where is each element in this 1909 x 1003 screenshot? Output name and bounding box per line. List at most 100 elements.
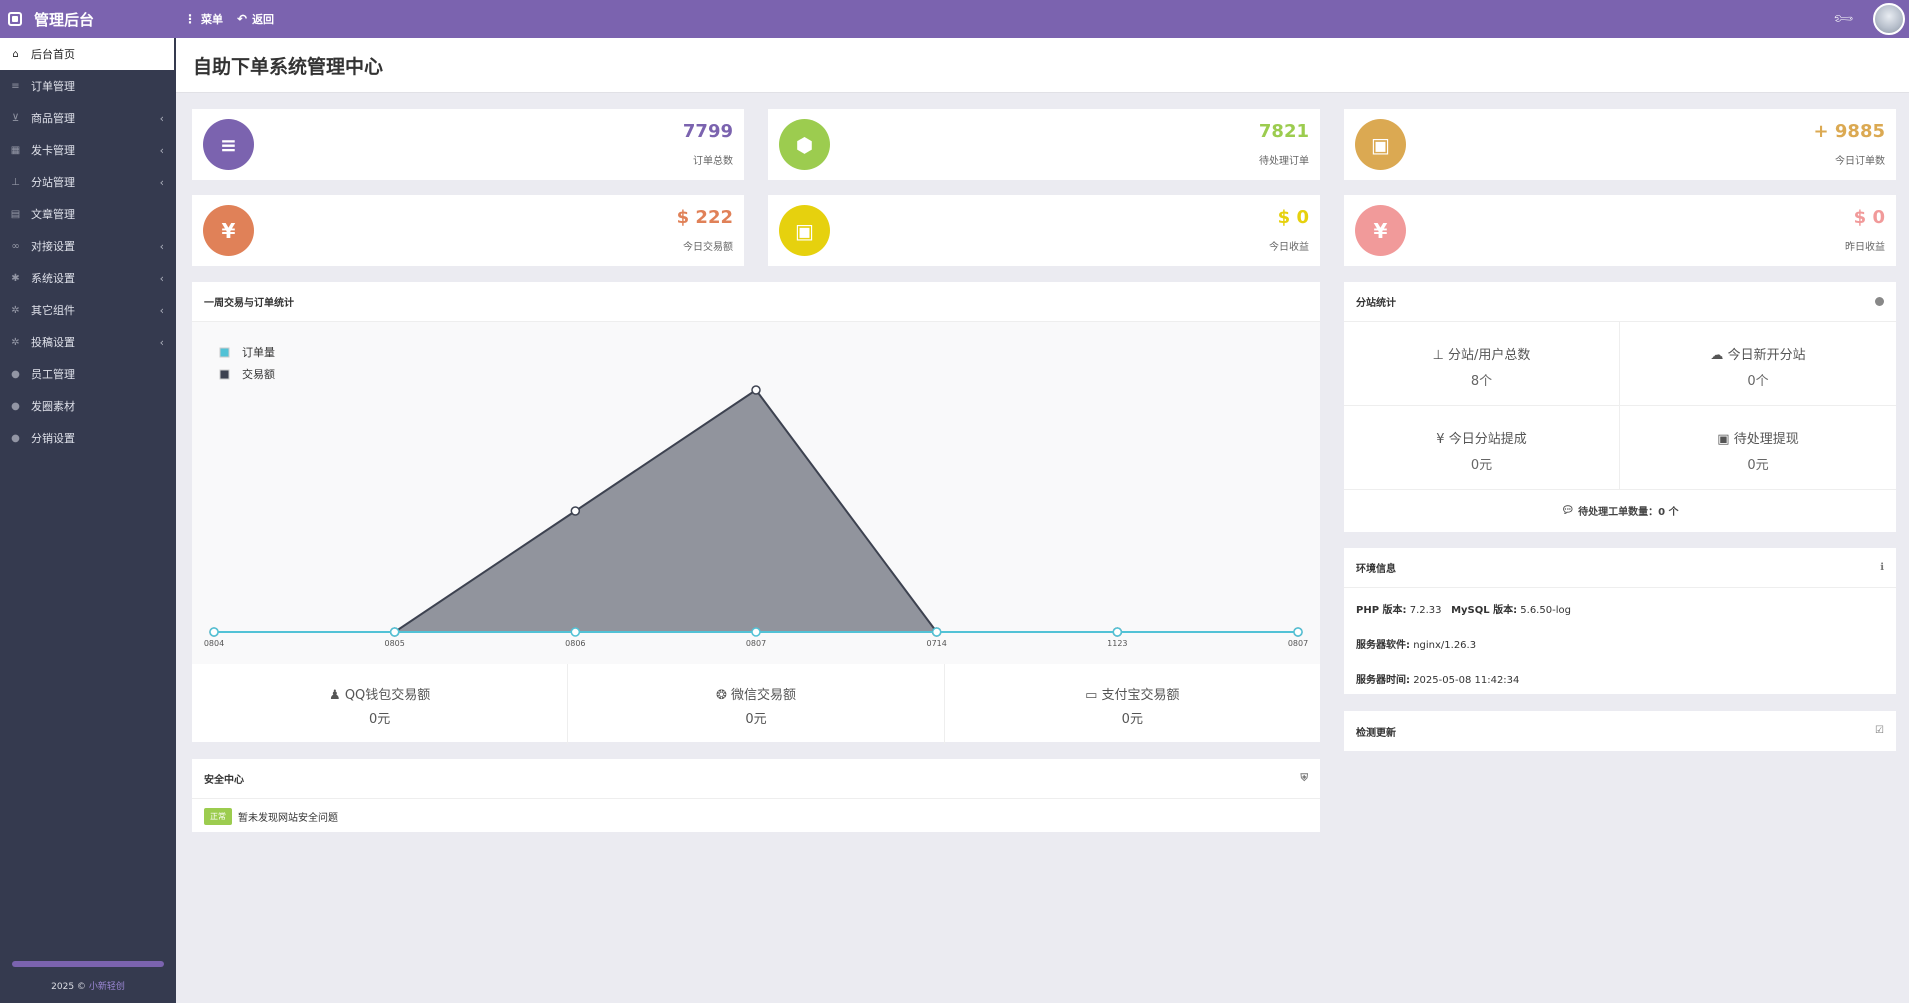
branch-stat-label: 今日分站提成 — [1448, 432, 1527, 447]
branch-stats-title-text: 分站统计 — [1356, 298, 1396, 309]
stat-label: 今日订单数 — [1835, 156, 1885, 167]
payment-label: 微信交易额 — [731, 688, 797, 703]
user-icon: ● — [11, 400, 20, 412]
branch-stats-panel: 分站统计 ⊥ 分站/用户总数 8个 ☁ 今日新开分站 0个 ¥ 今日分站提成 0元 ▣ 待处… — [1344, 282, 1896, 532]
back-button[interactable]: ↶ 返回 — [237, 11, 274, 27]
sidebar-item-label: 其它组件 — [31, 304, 75, 317]
sidebar: ⌂ 后台首页 ≡ 订单管理 ⊻ 商品管理 ‹ ▦ 发卡管理 ‹ ⊥ 分站管理 ‹ ▤ 文章管理 ∞ 对接设置 ‹ ✱… — [0, 38, 176, 1003]
branch-stat-value: 8个 — [1470, 374, 1493, 389]
data-point — [751, 385, 761, 395]
server-value: nginx/1.26.3 — [1413, 640, 1477, 651]
payment-value: 0元 — [369, 712, 391, 727]
x-tick-label: 0805 — [384, 639, 404, 648]
php-label: PHP 版本: — [1356, 605, 1407, 616]
sidebar-item[interactable]: ● 员工管理 — [0, 358, 176, 390]
branch-stat-label: 今日新开分站 — [1727, 348, 1806, 363]
wrench-icon[interactable]: 🔧︎ — [1832, 7, 1857, 31]
sidebar-item[interactable]: ✱ 系统设置 ‹ — [0, 262, 176, 294]
mysql-value: 5.6.50-log — [1520, 605, 1571, 616]
stat-label: 今日交易额 — [683, 242, 733, 253]
cogs-icon: ✲ — [11, 336, 20, 348]
update-title-text: 检测更新 — [1356, 727, 1396, 739]
payment-cell: ❂ 微信交易额 0元 — [568, 664, 945, 744]
update-title: 检测更新 ☑ — [1344, 711, 1896, 751]
money-icon: ▣ — [1717, 432, 1730, 447]
branch-stat-cell: ▣ 待处理提现 0元 — [1620, 406, 1896, 490]
credit-card-icon: ▭ — [1085, 688, 1098, 703]
list-icon: ≡ — [11, 80, 20, 92]
php-value: 7.2.33 — [1409, 605, 1442, 616]
sidebar-item-label: 发卡管理 — [31, 144, 75, 157]
info-icon: ℹ — [1880, 562, 1884, 573]
sidebar-item-label: 分站管理 — [31, 176, 75, 189]
chevron-left-icon: ‹ — [159, 143, 164, 157]
stat-label: 今日收益 — [1269, 242, 1309, 253]
yen-icon: ¥ — [203, 205, 254, 256]
data-point — [570, 506, 581, 516]
stat-value: $ 0 — [1277, 207, 1309, 228]
footer-bar — [12, 961, 164, 967]
mysql-label: MySQL 版本: — [1451, 605, 1518, 616]
cogs-icon: ✲ — [11, 304, 20, 316]
security-message: 暂未发现网站安全问题 — [238, 813, 338, 824]
sidebar-footer: 2025 © 小新轻创 — [0, 953, 176, 1003]
footer-brand-link[interactable]: 小新轻创 — [88, 982, 125, 992]
sidebar-item[interactable]: ⊻ 商品管理 ‹ — [0, 102, 176, 134]
x-tick-label: 1123 — [1107, 639, 1127, 648]
data-point — [751, 627, 761, 637]
stat-card: ▣ $ 0 今日收益 — [768, 195, 1320, 266]
avatar[interactable] — [1873, 3, 1905, 35]
yen-icon: ¥ — [1355, 205, 1406, 256]
sidebar-item[interactable]: ✲ 其它组件 ‹ — [0, 294, 176, 326]
update-panel[interactable]: 检测更新 ☑ — [1344, 711, 1896, 751]
chart-area: 0804 0805 0806 0807 0714 1123 0807 订单量 交易额 — [192, 322, 1320, 664]
stat-label: 待处理订单 — [1259, 156, 1309, 167]
briefcase-icon: ▣ — [779, 205, 830, 256]
sidebar-item[interactable]: ✲ 投稿设置 ‹ — [0, 326, 176, 358]
weekly-stats-panel: 一周交易与订单统计 0804 0805 0806 0807 0714 1123 0807 订单… — [192, 282, 1320, 744]
security-status: 正常 暂未发现网站安全问题 — [204, 808, 338, 825]
env-time-row: 服务器时间: 2025-05-08 11:42:34 — [1356, 671, 1519, 686]
list-icon: ≡ — [203, 119, 254, 170]
branch-stat-value: 0元 — [1747, 458, 1769, 473]
status-badge: 正常 — [204, 808, 232, 825]
payment-summary: ♟ QQ钱包交易额 0元 ❂ 微信交易额 0元 ▭ 支付宝交易额 0元 — [192, 664, 1320, 744]
series-area — [214, 390, 1298, 632]
env-info-title: 环境信息 ℹ — [1344, 548, 1896, 588]
user-icon: ● — [11, 368, 20, 380]
sidebar-item[interactable]: ● 发圈素材 — [0, 390, 176, 422]
cube-icon: ⬢ — [779, 119, 830, 170]
sidebar-item[interactable]: ▦ 发卡管理 ‹ — [0, 134, 176, 166]
sidebar-item[interactable]: ▤ 文章管理 — [0, 198, 176, 230]
server-label: 服务器软件: — [1356, 640, 1410, 651]
sidebar-item[interactable]: ● 分销设置 — [0, 422, 176, 454]
data-point — [1293, 627, 1303, 637]
time-label: 服务器时间: — [1356, 675, 1410, 686]
chevron-left-icon: ‹ — [159, 335, 164, 349]
sidebar-item-label: 对接设置 — [31, 240, 75, 253]
payment-value: 0元 — [745, 712, 767, 727]
legend-swatch — [219, 347, 230, 358]
shield-icon: ⛨ — [1300, 773, 1309, 784]
data-point — [209, 627, 219, 637]
sidebar-item[interactable]: ≡ 订单管理 — [0, 70, 176, 102]
sidebar-item[interactable]: ⊥ 分站管理 ‹ — [0, 166, 176, 198]
circle-icon — [1875, 297, 1884, 306]
sidebar-item[interactable]: ⌂ 后台首页 — [0, 38, 174, 70]
x-tick-label: 0807 — [1288, 639, 1308, 648]
branch-stat-value: 0个 — [1747, 374, 1769, 389]
brand[interactable]: 管理后台 — [0, 9, 176, 30]
gear-icon: ✱ — [11, 272, 20, 284]
sidebar-item[interactable]: ∞ 对接设置 ‹ — [0, 230, 176, 262]
sidebar-item-label: 系统设置 — [31, 272, 75, 285]
data-point — [570, 627, 581, 637]
x-tick-label: 0804 — [204, 639, 224, 648]
user-icon: ● — [11, 432, 20, 444]
branch-stat-cell: ⊥ 分站/用户总数 8个 — [1344, 322, 1620, 406]
chevron-left-icon: ‹ — [159, 111, 164, 125]
stat-value: $ 222 — [676, 207, 733, 228]
menu-toggle-button[interactable]: ⋮ 菜单 — [184, 11, 223, 27]
stat-card: ¥ $ 0 昨日收益 — [1344, 195, 1896, 266]
branch-stats-grid: ⊥ 分站/用户总数 8个 ☁ 今日新开分站 0个 ¥ 今日分站提成 0元 ▣ 待处理提现 0元 — [1344, 322, 1896, 490]
